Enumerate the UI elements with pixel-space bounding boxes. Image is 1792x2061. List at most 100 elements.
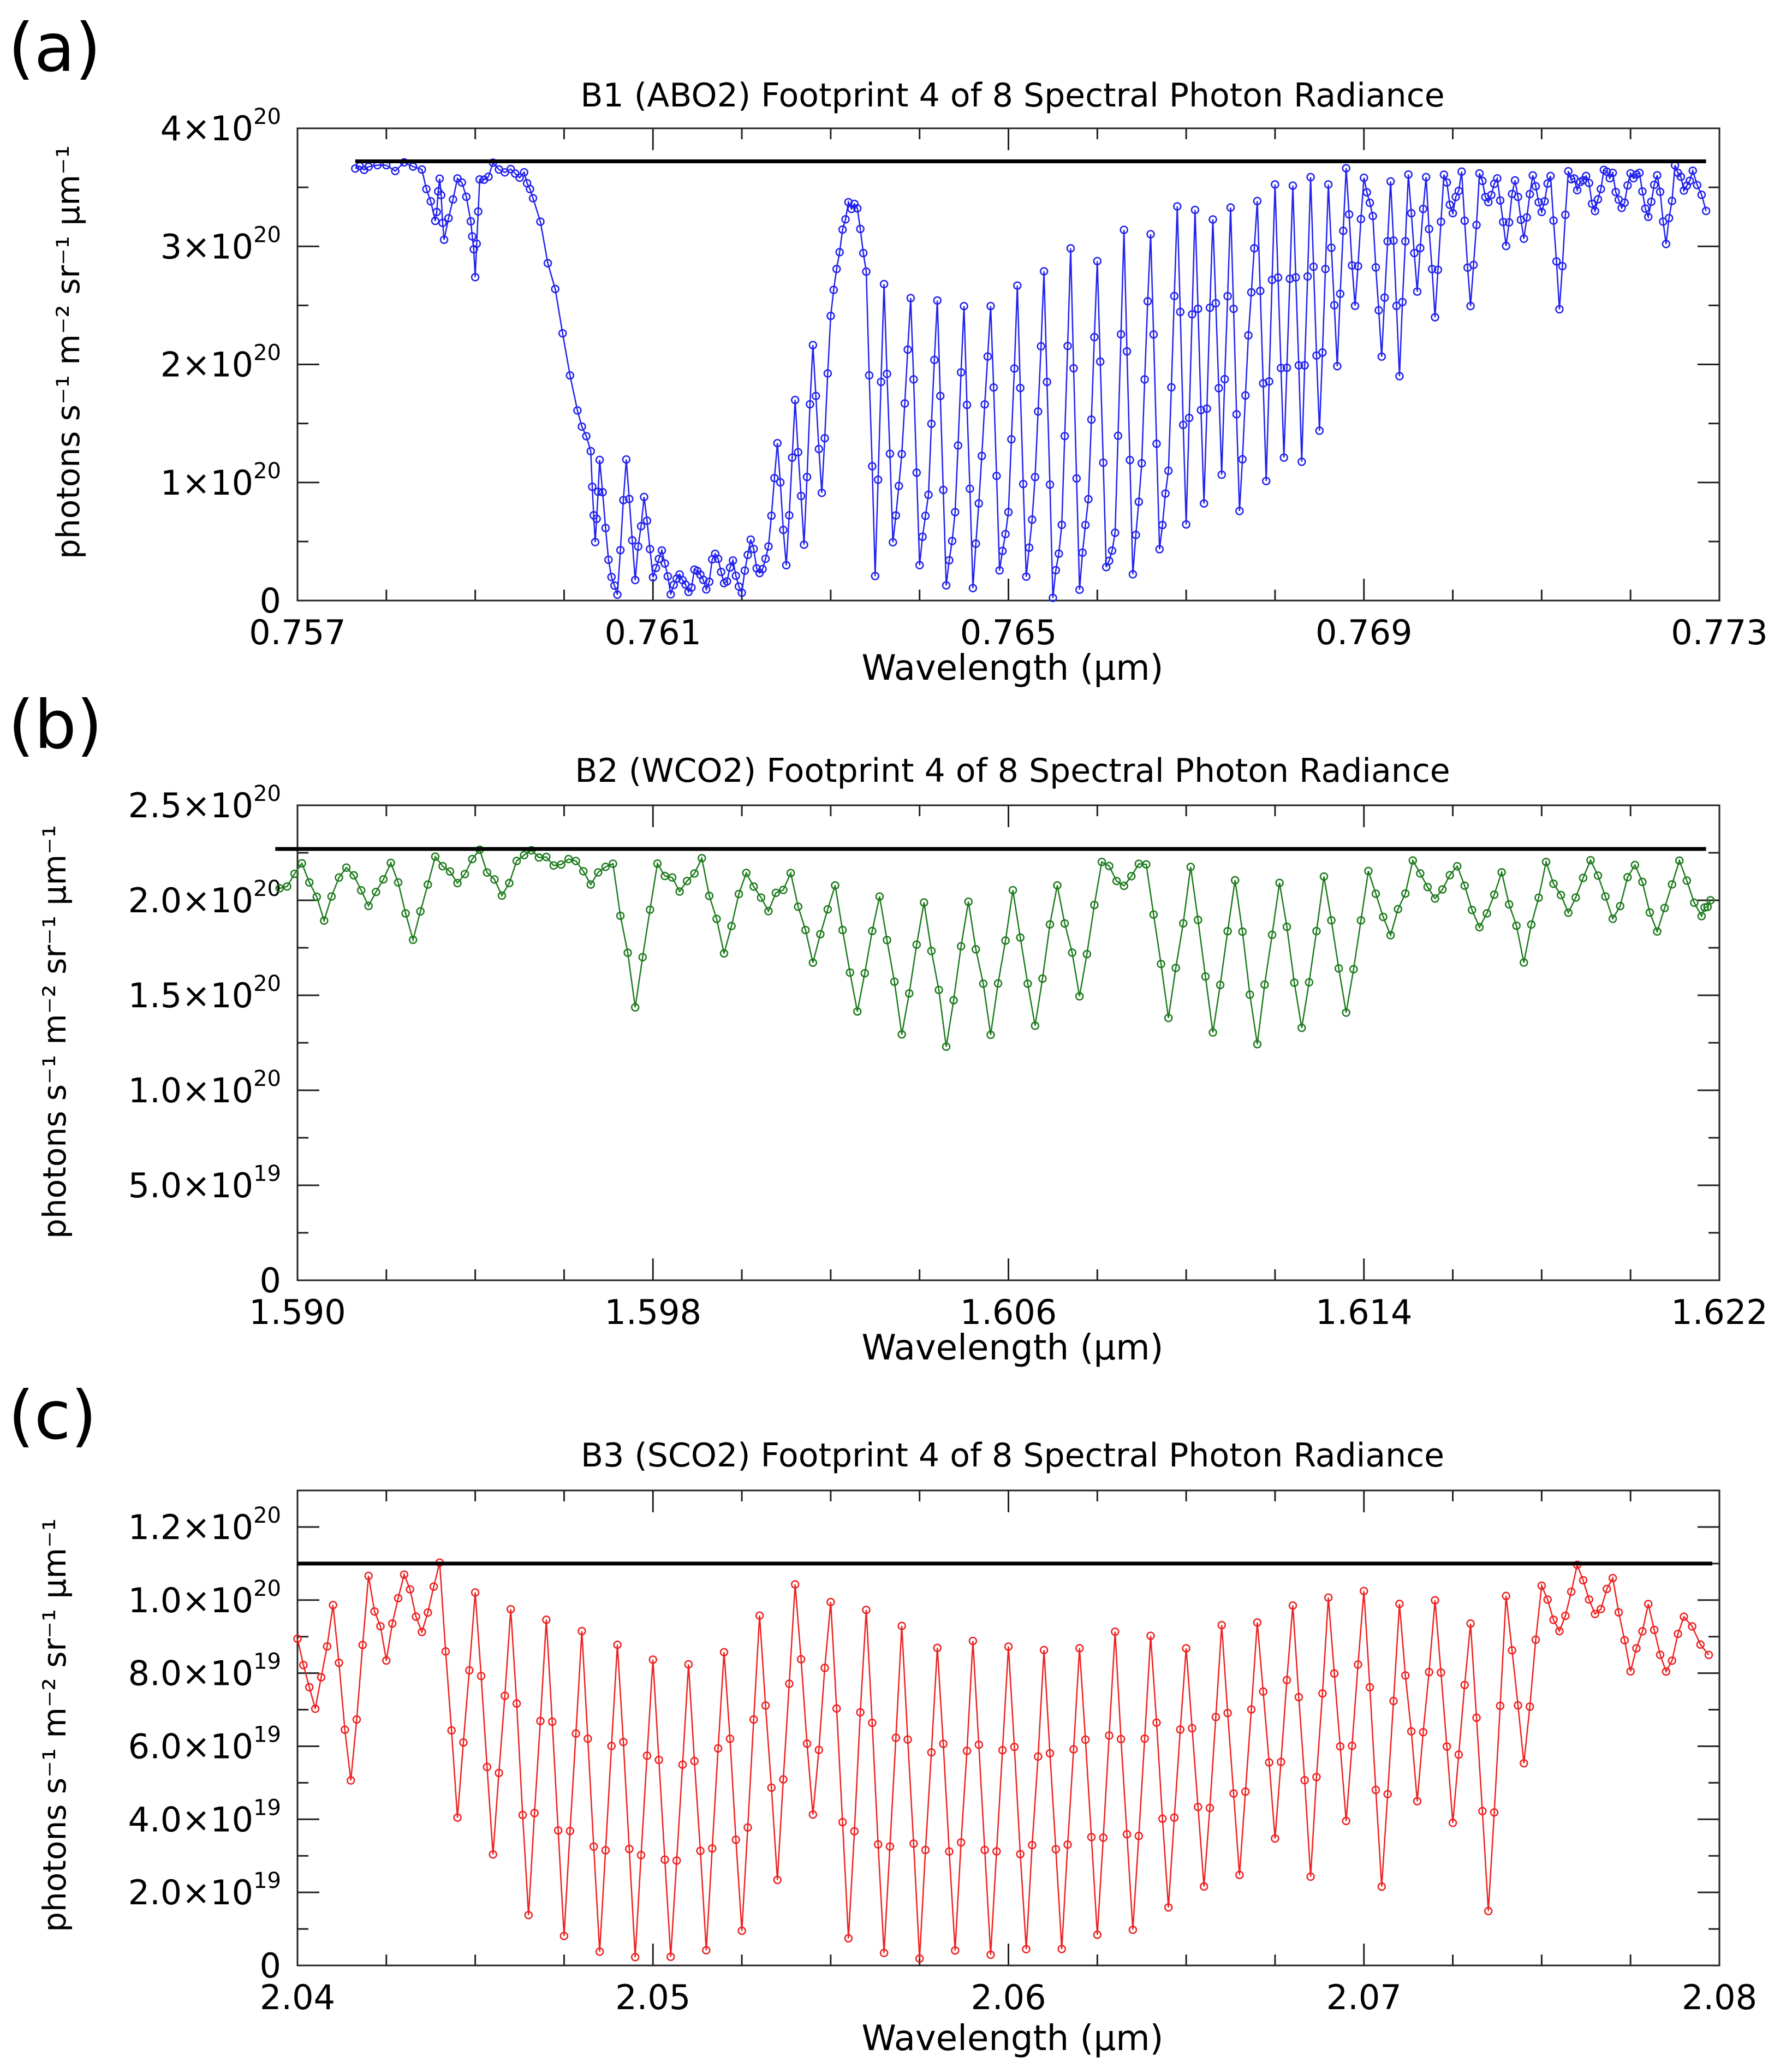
- panel-c-data-point: [779, 1775, 788, 1784]
- panel-a-data-point: [980, 400, 989, 409]
- panel-c-data-point: [1620, 1636, 1629, 1644]
- panel-a-data-point: [1493, 174, 1502, 183]
- panel-b-data-point: [542, 852, 551, 862]
- panel-a-data-point: [1066, 244, 1075, 253]
- panel-b-data-point: [1349, 965, 1358, 974]
- panel-c-data-point: [1194, 1802, 1202, 1811]
- y-tick-exponent: 20: [253, 1066, 281, 1091]
- panel-b-data-point: [505, 878, 514, 888]
- panel-c-data-point: [708, 1844, 717, 1853]
- panel-c-data-point: [713, 1744, 723, 1753]
- panel-a-data-point: [773, 438, 782, 448]
- panel-b-data-point: [1186, 863, 1195, 871]
- panel-b-data-point: [646, 905, 654, 914]
- y-tick-exponent: 20: [253, 104, 281, 129]
- panel-c-data-point: [915, 1954, 924, 1963]
- panel-a-data-point: [1049, 593, 1057, 602]
- panel-c-data-point: [1342, 1816, 1350, 1826]
- panel-a-data-point: [636, 522, 646, 531]
- panel-a-data-point: [1220, 375, 1229, 384]
- panel-a-data-point: [1534, 198, 1543, 207]
- panel-c-data-point: [909, 1839, 918, 1848]
- panel-b-data-point: [675, 887, 684, 896]
- panel-a-y-tick-label: 4×1020: [160, 104, 281, 149]
- panel-a-data-point: [438, 218, 447, 227]
- panel-b-data-point: [1045, 920, 1055, 929]
- panel-b-y-tick-label: 5.0×1019: [128, 1161, 281, 1205]
- panel-a-data-point: [933, 296, 942, 305]
- panel-a-data-point: [814, 444, 823, 454]
- y-tick-mantissa: 1.5×10: [128, 976, 253, 1015]
- panel-a-data-point: [776, 478, 785, 487]
- panel-a-data-point: [817, 488, 826, 497]
- panel-a-data-point: [1303, 272, 1312, 281]
- panel-b-data-point: [749, 882, 758, 891]
- panel-a-data-point: [1525, 189, 1534, 199]
- panel-c-data-point: [1608, 1573, 1617, 1583]
- panel-c-data-point: [986, 1950, 995, 1959]
- panel-a-data-point: [1081, 520, 1090, 530]
- panel-b-y-tick-label: 0: [260, 1261, 281, 1300]
- panel-c-data-point: [1650, 1625, 1659, 1635]
- panel-b-data-point: [860, 969, 870, 978]
- panel-b-data-point: [483, 868, 492, 877]
- panel-a-data-point: [968, 584, 978, 592]
- panel-b-data-point: [979, 979, 988, 988]
- panel-a-data-point: [1078, 548, 1087, 557]
- panel-c-data-point: [743, 1823, 752, 1832]
- panel-a-data-point: [1416, 243, 1425, 253]
- panel-c-data-point: [1688, 1622, 1696, 1631]
- panel-a-data-point: [1211, 299, 1221, 308]
- panel-a-data-point: [1022, 572, 1031, 581]
- panel-b-data-point: [1164, 1013, 1173, 1023]
- panel-c-data-point: [1134, 1832, 1144, 1840]
- panel-a-data-point: [1433, 265, 1443, 274]
- panel-c-data-point: [945, 1847, 954, 1856]
- panel-a-data-point: [1137, 459, 1146, 468]
- panel-a-data-point: [1114, 431, 1123, 440]
- panel-b-data-point: [912, 940, 921, 949]
- panel-b-data-point: [497, 891, 507, 900]
- panel-a-data-point: [945, 556, 954, 565]
- panel-c-data-point: [1383, 1790, 1392, 1798]
- panel-c-data-point: [1116, 1735, 1126, 1744]
- panel-b-data-point: [1401, 889, 1410, 898]
- panel-b-data-point: [305, 878, 314, 887]
- panel-c-y-tick-label: 1.2×1020: [128, 1503, 281, 1547]
- y-tick-exponent: 20: [253, 971, 281, 996]
- panel-a-data-point: [717, 567, 725, 577]
- panel-b-data-point: [1120, 881, 1128, 890]
- panel-b-y-tick-label: 2.0×1020: [128, 876, 281, 920]
- panel-b-data-point: [1275, 878, 1284, 887]
- panel-c-data-point: [299, 1660, 308, 1670]
- panel-a-data-point: [1226, 203, 1235, 212]
- panel-a-data-point: [1410, 248, 1419, 258]
- panel-a-data-point: [1697, 191, 1706, 199]
- panel-b-data-point: [690, 869, 699, 878]
- panel-c-data-point: [1514, 1701, 1522, 1710]
- panel-a-data-point: [918, 532, 927, 541]
- panel-a-data-point: [1392, 301, 1401, 311]
- panel-b-data-point: [742, 869, 751, 877]
- panel-c-data-point: [501, 1691, 509, 1700]
- panel-c-data-point: [512, 1699, 521, 1708]
- panel-a-data-point: [520, 168, 528, 177]
- panel-a-data-point: [948, 537, 957, 545]
- panel-c-data-point: [447, 1726, 456, 1735]
- panel-a-data-point: [1271, 180, 1279, 189]
- panel-a-data-point: [1549, 216, 1558, 225]
- panel-a-data-point: [1019, 479, 1028, 489]
- panel-a-data-point: [930, 355, 939, 364]
- panel-a-frame: [296, 127, 1720, 602]
- panel-c-data-point: [1176, 1725, 1185, 1734]
- y-tick-mantissa: 2.0×10: [128, 1873, 253, 1912]
- panel-a-data-point: [731, 571, 740, 580]
- panel-c-data-point: [1099, 1833, 1108, 1842]
- panel-a-data-point: [435, 174, 444, 183]
- panel-a-data-point: [1170, 292, 1179, 300]
- panel-a-data-point: [1199, 499, 1208, 508]
- panel-a-data-point: [1487, 191, 1496, 199]
- panel-a-data-point: [1223, 292, 1232, 301]
- panel-a-data-point: [687, 583, 696, 592]
- panel-a-y-tick-label: 1×1020: [160, 459, 281, 503]
